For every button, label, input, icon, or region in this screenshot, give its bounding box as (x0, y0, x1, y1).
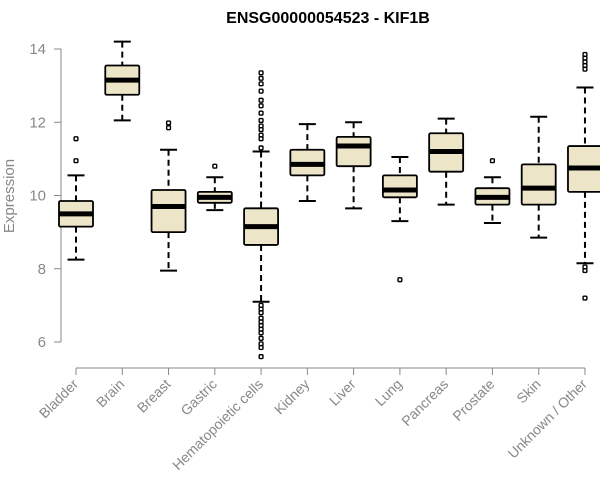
y-tick-label: 8 (38, 261, 46, 278)
box-group (104, 40, 141, 122)
x-tick-label: Gastric (177, 376, 220, 419)
outlier-point (73, 136, 79, 142)
x-tick-label: Liver (326, 376, 359, 409)
x-tick-label: Prostate (449, 376, 497, 424)
outlier-point (212, 163, 218, 169)
box-iqr (381, 174, 418, 199)
box-iqr (335, 135, 372, 168)
box-iqr (150, 189, 187, 234)
box-group (58, 136, 94, 261)
y-axis-label: Expression (1, 159, 18, 233)
outlier-point (397, 277, 403, 283)
chart-title: ENSG00000054523 - KIF1B (226, 10, 430, 27)
box-iqr (520, 163, 557, 206)
outlier-point (258, 132, 264, 138)
box-group (335, 121, 372, 210)
x-tick-label: Breast (134, 376, 174, 416)
outlier-point (165, 120, 172, 126)
outlier-point (582, 51, 588, 58)
box-group (474, 158, 511, 224)
outlier-point (258, 145, 264, 151)
outlier-point (258, 123, 264, 129)
outlier-point (582, 295, 588, 301)
outlier-point (258, 330, 264, 336)
outlier-point (165, 125, 172, 131)
outlier-point (258, 75, 264, 81)
x-tick-label: Hematopoietic cells (169, 376, 266, 473)
boxes (58, 40, 600, 360)
y-tick-label: 6 (38, 334, 46, 351)
outlier-point (258, 354, 264, 360)
x-tick-label: Lung (372, 376, 405, 409)
outlier-point (258, 110, 264, 116)
box-group (520, 115, 557, 239)
outlier-point (258, 344, 264, 351)
x-tick-label: Skin (513, 376, 544, 407)
box-group (150, 120, 187, 272)
x-tick-label: Pancreas (398, 376, 451, 429)
x-tick-label: Bladder (36, 376, 82, 422)
y-tick-label: 12 (29, 114, 46, 131)
x-tick-label: Brain (93, 376, 127, 410)
outlier-point (258, 97, 264, 103)
outlier-point (489, 158, 496, 164)
box-group (289, 123, 326, 202)
outlier-point (258, 117, 264, 124)
box-group (567, 51, 600, 301)
box-group (196, 163, 233, 212)
outlier-point (258, 88, 264, 94)
outlier-point (258, 310, 264, 316)
outlier-point (258, 70, 264, 76)
box-group (381, 156, 418, 283)
axes: 6 8 10 12 14 Bladder Brain Breast GastricHematop… (29, 41, 590, 473)
outlier-point (258, 103, 264, 109)
box-group (428, 117, 465, 206)
y-tick-label: 10 (29, 188, 46, 205)
x-tick-label: Kidney (271, 376, 313, 418)
outlier-point (258, 335, 264, 341)
outlier-point (582, 267, 588, 274)
x-tick-label: Unknown / Other (504, 376, 590, 462)
outlier-point (73, 158, 79, 164)
y-tick-label: 14 (29, 41, 46, 58)
outlier-point (258, 81, 264, 87)
box-group (243, 70, 279, 360)
